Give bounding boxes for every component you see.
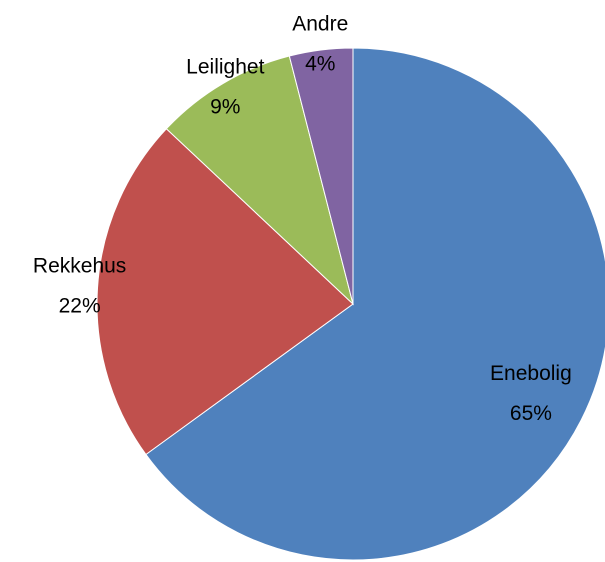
pie-slice bbox=[145, 47, 605, 561]
pie-slice bbox=[96, 128, 354, 456]
slice-category-label: Enebolig bbox=[490, 362, 572, 385]
slice-value-label: 65% bbox=[510, 402, 552, 425]
pie-slice bbox=[288, 47, 354, 305]
slice-category-label: Andre bbox=[292, 12, 348, 35]
slice-value-label: 22% bbox=[59, 294, 101, 317]
slice-value-label: 9% bbox=[210, 96, 240, 119]
slice-category-label: Leilighet bbox=[186, 56, 264, 79]
slice-value-label: 4% bbox=[305, 52, 335, 75]
slice-category-label: Rekkehus bbox=[33, 254, 126, 277]
pie-slice bbox=[165, 55, 354, 306]
